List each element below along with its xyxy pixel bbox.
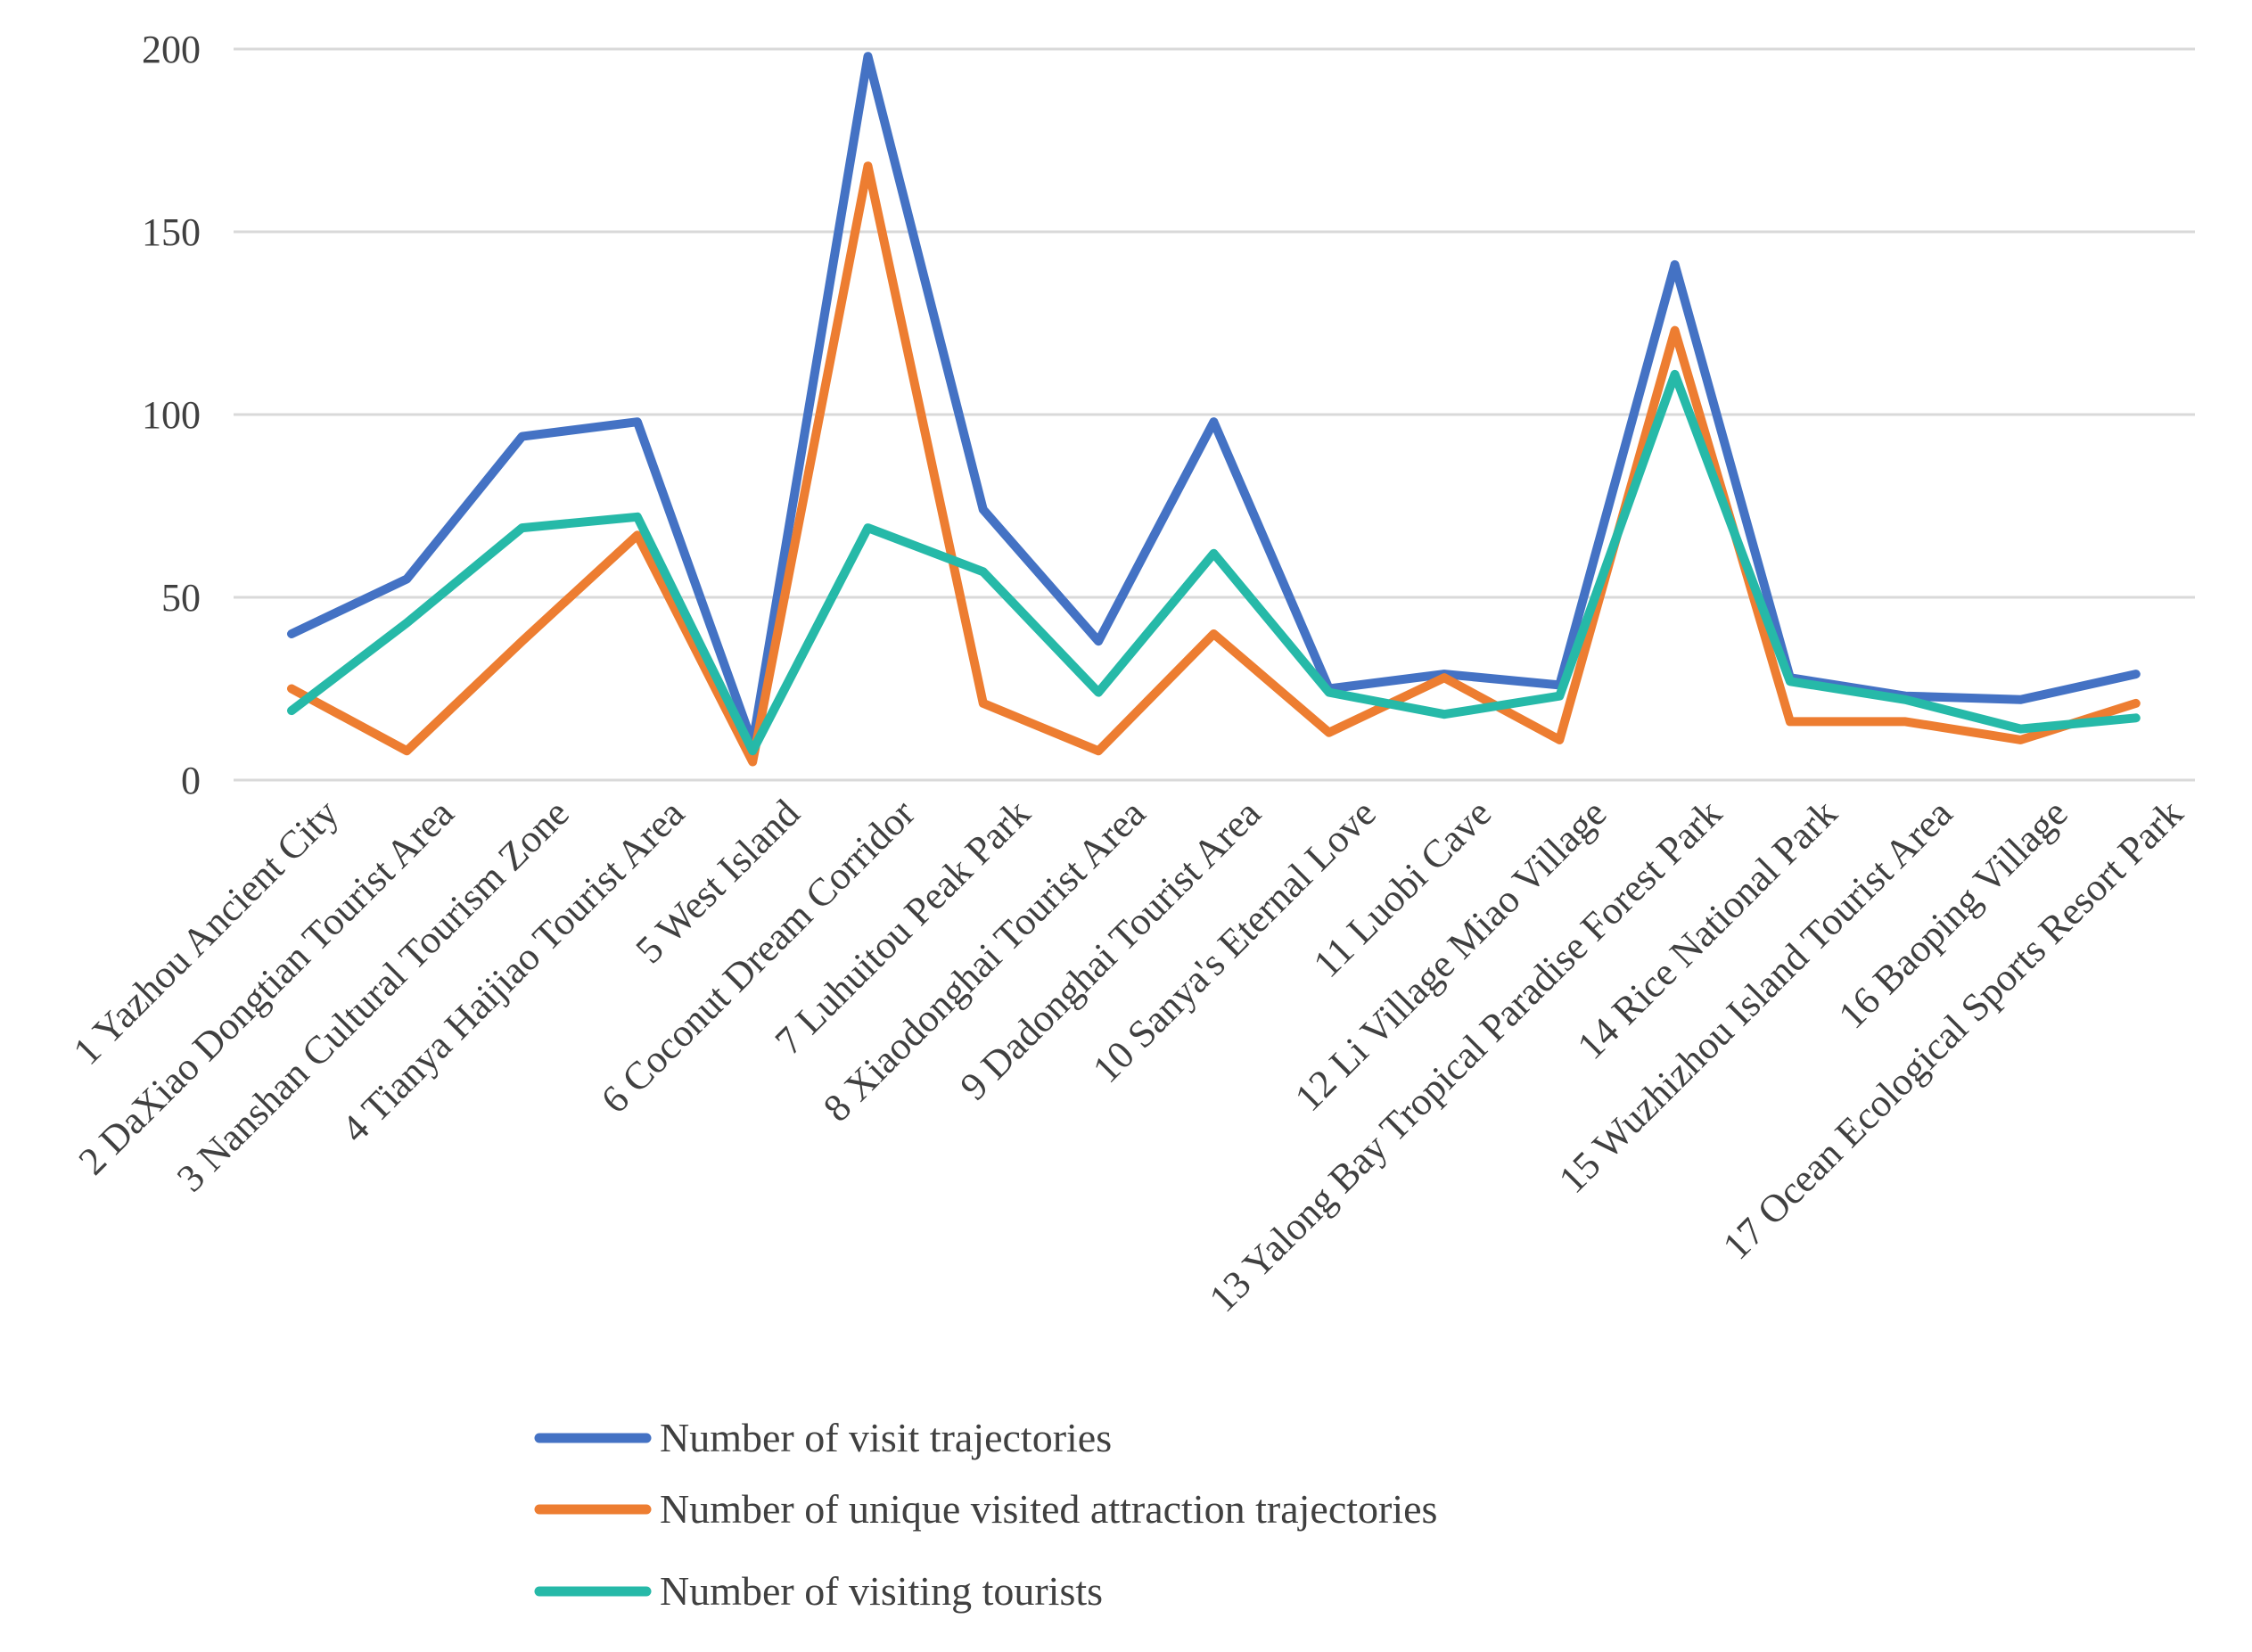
series-2-point-7	[979, 699, 988, 708]
series-3-point-7	[979, 567, 988, 576]
series-3-point-14	[1786, 677, 1795, 686]
series-3-point-1	[287, 706, 296, 715]
series-3-point-16	[2017, 725, 2026, 734]
y-tick-label-200: 200	[142, 28, 201, 71]
series-2-point-3	[518, 637, 527, 645]
series-2-point-9	[1209, 629, 1218, 638]
series-1-point-8	[1094, 637, 1103, 645]
series-2-point-2	[402, 746, 411, 755]
series-3-point-5	[748, 746, 757, 755]
y-tick-label-150: 150	[142, 210, 201, 254]
series-2-point-5	[748, 758, 757, 767]
series-2-point-10	[1325, 728, 1334, 737]
series-3-point-8	[1094, 688, 1103, 697]
legend-label-3: Number of visiting tourists	[660, 1568, 1103, 1614]
series-1-point-13	[1671, 260, 1680, 269]
series-line-1	[287, 52, 2141, 748]
series-3-point-13	[1671, 370, 1680, 379]
series-3-point-3	[518, 523, 527, 532]
series-1-point-3	[518, 432, 527, 441]
series-1-point-9	[1209, 417, 1218, 426]
series-3-point-9	[1209, 549, 1218, 558]
y-axis-ticks: 0 50 100 150 200	[142, 28, 201, 802]
series-1-point-16	[2017, 695, 2026, 704]
series-1-point-6	[864, 52, 873, 61]
legend-label-1: Number of visit trajectories	[660, 1415, 1112, 1460]
series-2-point-17	[2132, 699, 2141, 708]
legend: Number of visit trajectories Number of un…	[534, 1415, 1437, 1614]
y-tick-label-100: 100	[142, 393, 201, 437]
series-1-point-2	[402, 575, 411, 584]
series-2-point-11	[1440, 673, 1449, 682]
series-2-point-14	[1786, 717, 1795, 726]
series-3-point-15	[1901, 695, 1910, 704]
series-2-point-16	[2017, 736, 2026, 744]
series-3-point-17	[2132, 713, 2141, 722]
series-2-point-13	[1671, 326, 1680, 335]
series-1-point-4	[633, 417, 642, 426]
series-group	[287, 52, 2141, 767]
y-tick-label-0: 0	[181, 759, 201, 802]
grid	[234, 47, 2195, 782]
series-2-point-12	[1555, 736, 1564, 744]
series-3-point-4	[633, 513, 642, 522]
series-1-point-7	[979, 505, 988, 514]
series-3-point-12	[1555, 692, 1564, 701]
series-line-3	[287, 369, 2141, 756]
series-2-point-1	[287, 685, 296, 694]
series-1-point-1	[287, 629, 296, 638]
series-line-2	[287, 161, 2141, 767]
series-3-point-10	[1325, 688, 1334, 697]
series-2-point-15	[1901, 717, 1910, 726]
series-3-point-11	[1440, 710, 1449, 719]
series-3-point-6	[864, 523, 873, 532]
series-3-point-2	[402, 619, 411, 628]
y-tick-label-50: 50	[161, 576, 201, 620]
legend-label-2: Number of unique visited attraction traj…	[660, 1486, 1437, 1532]
series-1-point-17	[2132, 670, 2141, 678]
series-2-point-8	[1094, 746, 1103, 755]
series-2-point-6	[864, 161, 873, 170]
